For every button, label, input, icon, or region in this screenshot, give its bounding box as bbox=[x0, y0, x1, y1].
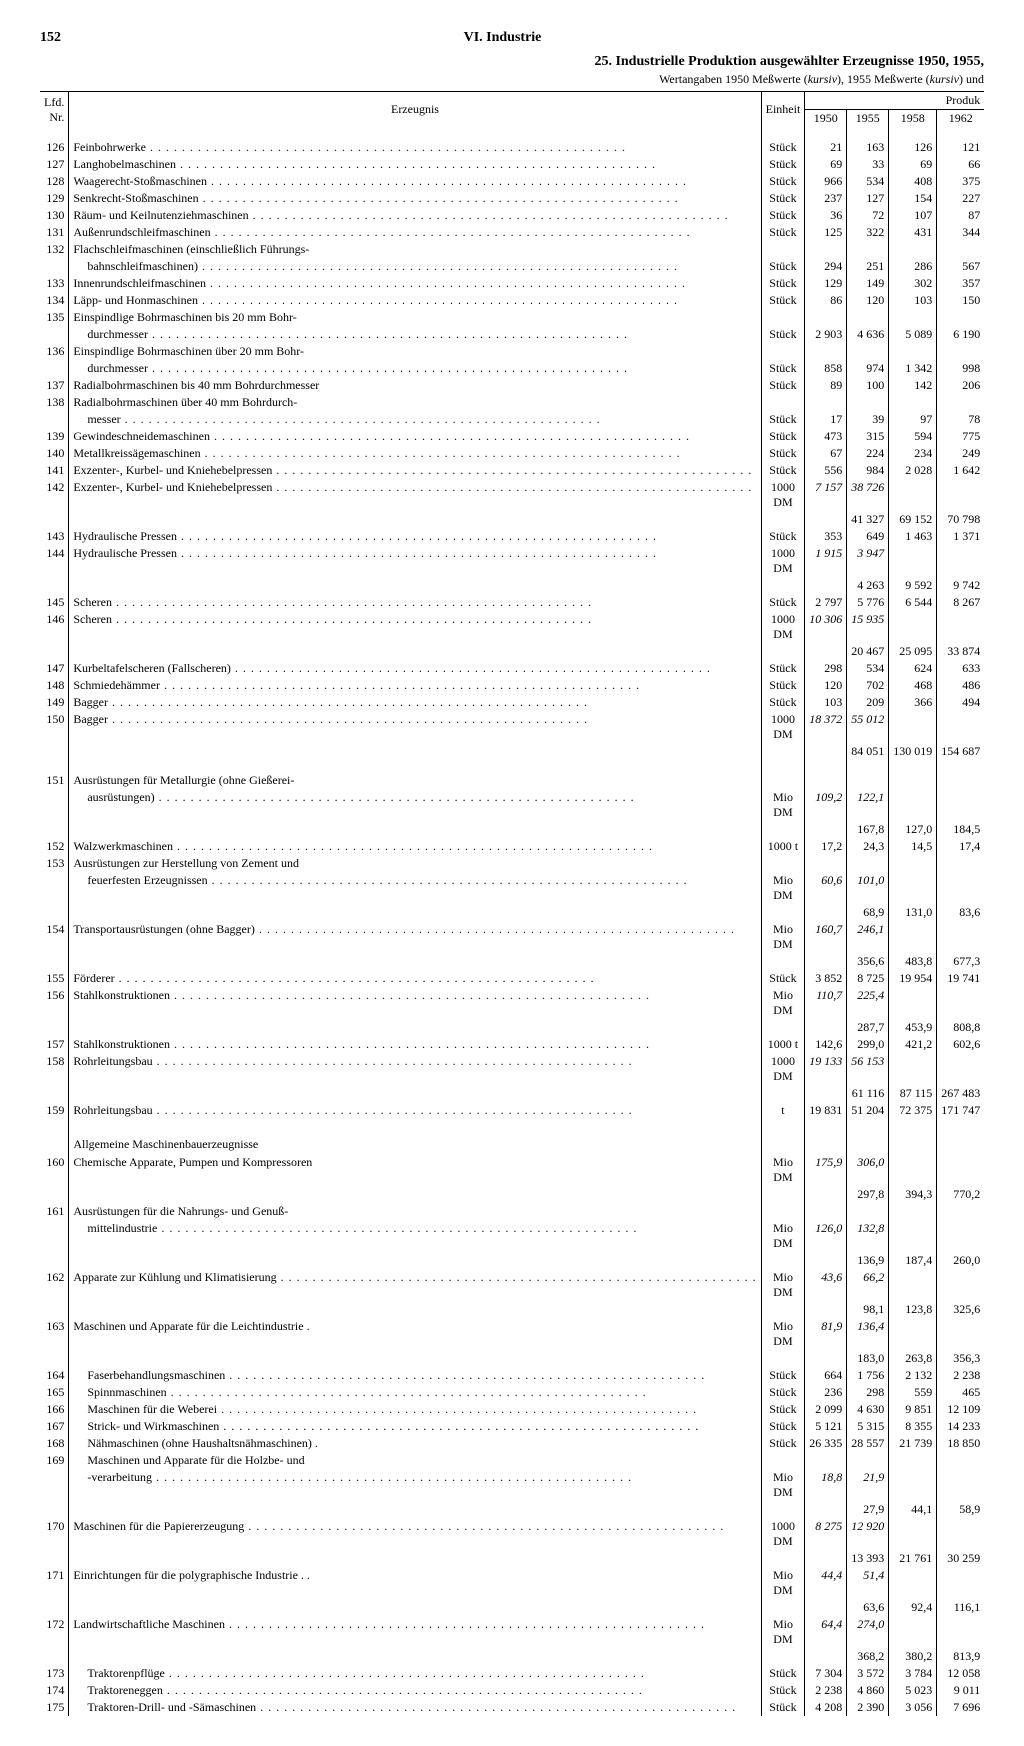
table-row: 127LanghobelmaschinenStück69336966 bbox=[40, 156, 984, 173]
table-row: 63,692,4116,1 bbox=[40, 1599, 984, 1616]
table-row: ausrüstungen)Mio DM109,2122,1 bbox=[40, 789, 984, 821]
table-row: 159Rohrleitungsbaut19 83151 20472 375171… bbox=[40, 1102, 984, 1119]
table-row: 27,944,158,9 bbox=[40, 1501, 984, 1518]
table-subtitle: Wertangaben 1950 Meßwerte (kursiv), 1955… bbox=[40, 72, 984, 87]
table-body: 126FeinbohrwerkeStück21163126121127Langh… bbox=[40, 127, 984, 1716]
table-row: 130Räum- und KeilnutenziehmaschinenStück… bbox=[40, 207, 984, 224]
table-row: 153Ausrüstungen zur Herstellung von Zeme… bbox=[40, 855, 984, 872]
table-row: 170Maschinen für die Papiererzeugung1000… bbox=[40, 1518, 984, 1550]
page-header: 152 VI. Industrie bbox=[40, 30, 984, 46]
table-row: 162Apparate zur Kühlung und Klimatisieru… bbox=[40, 1269, 984, 1301]
table-row: 139GewindeschneidemaschinenStück47331559… bbox=[40, 428, 984, 445]
table-row: durchmesserStück2 9034 6365 0896 190 bbox=[40, 326, 984, 343]
section-row: Allgemeine Maschinenbauerzeugnisse bbox=[40, 1131, 984, 1154]
chapter-title: VI. Industrie bbox=[464, 30, 542, 46]
table-row: 84 051130 019154 687 bbox=[40, 743, 984, 760]
table-row: 155FördererStück3 8528 72519 95419 741 bbox=[40, 970, 984, 987]
production-table: Lfd. Nr. Erzeugnis Einheit Produk 1950 1… bbox=[40, 91, 984, 1716]
table-row: 132Flachschleifmaschinen (einschließlich… bbox=[40, 241, 984, 258]
table-row: 134Läpp- und HonmaschinenStück8612010315… bbox=[40, 292, 984, 309]
table-row: durchmesserStück8589741 342998 bbox=[40, 360, 984, 377]
table-row: 4 2639 5929 742 bbox=[40, 577, 984, 594]
table-row: 175Traktoren-Drill- und -SämaschinenStüc… bbox=[40, 1699, 984, 1716]
table-row: 137Radialbohrmaschinen bis 40 mm Bohrdur… bbox=[40, 377, 984, 394]
table-row: 20 46725 09533 874 bbox=[40, 643, 984, 660]
table-row: 143Hydraulische PressenStück3536491 4631… bbox=[40, 528, 984, 545]
table-row: 173TraktorenpflügeStück7 3043 5723 78412… bbox=[40, 1665, 984, 1682]
table-row: 138Radialbohrmaschinen über 40 mm Bohrdu… bbox=[40, 394, 984, 411]
th-nr: Lfd. Nr. bbox=[40, 92, 69, 128]
th-1958: 1958 bbox=[889, 110, 937, 128]
table-row: 136,9187,4260,0 bbox=[40, 1252, 984, 1269]
table-row: 174TraktoreneggenStück2 2384 8605 0239 0… bbox=[40, 1682, 984, 1699]
table-row: 68,9131,083,6 bbox=[40, 904, 984, 921]
table-row: 368,2380,2813,9 bbox=[40, 1648, 984, 1665]
table-row: 142Exzenter-, Kurbel- und Kniehebelpress… bbox=[40, 479, 984, 511]
table-row: 141Exzenter-, Kurbel- und Kniehebelpress… bbox=[40, 462, 984, 479]
table-row: 150Bagger1000 DM18 37255 012 bbox=[40, 711, 984, 743]
table-row: 131AußenrundschleifmaschinenStück1253224… bbox=[40, 224, 984, 241]
table-row: 169Maschinen und Apparate für die Holzbe… bbox=[40, 1452, 984, 1469]
table-row: 157Stahlkonstruktionen1000 t142,6299,042… bbox=[40, 1036, 984, 1053]
table-row: 129Senkrecht-StoßmaschinenStück237127154… bbox=[40, 190, 984, 207]
th-erzeugnis: Erzeugnis bbox=[69, 92, 761, 128]
th-1962: 1962 bbox=[937, 110, 985, 128]
table-row: 158Rohrleitungsbau1000 DM19 13356 153 bbox=[40, 1053, 984, 1085]
table-row: 61 11687 115267 483 bbox=[40, 1085, 984, 1102]
table-row: 133InnenrundschleifmaschinenStück1291493… bbox=[40, 275, 984, 292]
table-row: 171Einrichtungen für die polygraphische … bbox=[40, 1567, 984, 1599]
table-row: 147Kurbeltafelscheren (Fallscheren)Stück… bbox=[40, 660, 984, 677]
table-row: 287,7453,9808,8 bbox=[40, 1019, 984, 1036]
table-row: 163Maschinen und Apparate für die Leicht… bbox=[40, 1318, 984, 1350]
table-row: 168Nähmaschinen (ohne Haushaltsnähmaschi… bbox=[40, 1435, 984, 1452]
table-row: 128Waagerecht-StoßmaschinenStück96653440… bbox=[40, 173, 984, 190]
table-row: 149BaggerStück103209366494 bbox=[40, 694, 984, 711]
table-row: mittelindustrieMio DM126,0132,8 bbox=[40, 1220, 984, 1252]
table-row: messerStück17399778 bbox=[40, 411, 984, 428]
table-row: -verarbeitungMio DM18,821,9 bbox=[40, 1469, 984, 1501]
table-row: 140MetallkreissägemaschinenStück67224234… bbox=[40, 445, 984, 462]
table-row: 356,6483,8677,3 bbox=[40, 953, 984, 970]
table-row: 167Strick- und WirkmaschinenStück5 1215 … bbox=[40, 1418, 984, 1435]
table-row: 183,0263,8356,3 bbox=[40, 1350, 984, 1367]
th-1955: 1955 bbox=[847, 110, 889, 128]
page-number: 152 bbox=[40, 30, 61, 46]
table-row: 154Transportausrüstungen (ohne Bagger)Mi… bbox=[40, 921, 984, 953]
table-row: 13 39321 76130 259 bbox=[40, 1550, 984, 1567]
table-row: 145ScherenStück2 7975 7766 5448 267 bbox=[40, 594, 984, 611]
table-row: 41 32769 15270 798 bbox=[40, 511, 984, 528]
table-row: 135Einspindlige Bohrmaschinen bis 20 mm … bbox=[40, 309, 984, 326]
table-row: 98,1123,8325,6 bbox=[40, 1301, 984, 1318]
table-row: 144Hydraulische Pressen1000 DM1 9153 947 bbox=[40, 545, 984, 577]
table-row: 156StahlkonstruktionenMio DM110,7225,4 bbox=[40, 987, 984, 1019]
table-row: 166Maschinen für die WebereiStück2 0994 … bbox=[40, 1401, 984, 1418]
table-row: 136Einspindlige Bohrmaschinen über 20 mm… bbox=[40, 343, 984, 360]
th-produk: Produk bbox=[805, 92, 985, 110]
table-row: 165SpinnmaschinenStück236298559465 bbox=[40, 1384, 984, 1401]
table-title: 25. Industrielle Produktion ausgewählter… bbox=[40, 54, 984, 70]
table-row: 152Walzwerkmaschinen1000 t17,224,314,517… bbox=[40, 838, 984, 855]
table-row: 126FeinbohrwerkeStück21163126121 bbox=[40, 139, 984, 156]
table-row: 161Ausrüstungen für die Nahrungs- und Ge… bbox=[40, 1203, 984, 1220]
table-row: 148SchmiedehämmerStück120702468486 bbox=[40, 677, 984, 694]
table-row: 167,8127,0184,5 bbox=[40, 821, 984, 838]
table-row: 297,8394,3770,2 bbox=[40, 1186, 984, 1203]
table-row: 164FaserbehandlungsmaschinenStück6641 75… bbox=[40, 1367, 984, 1384]
table-row: 160Chemische Apparate, Pumpen und Kompre… bbox=[40, 1154, 984, 1186]
th-einheit: Einheit bbox=[761, 92, 805, 128]
table-row: 146Scheren1000 DM10 30615 935 bbox=[40, 611, 984, 643]
table-row: 151Ausrüstungen für Metallurgie (ohne Gi… bbox=[40, 772, 984, 789]
table-row: feuerfesten ErzeugnissenMio DM60,6101,0 bbox=[40, 872, 984, 904]
th-1950: 1950 bbox=[805, 110, 847, 128]
table-row: 172Landwirtschaftliche MaschinenMio DM64… bbox=[40, 1616, 984, 1648]
table-row: bahnschleifmaschinen)Stück294251286567 bbox=[40, 258, 984, 275]
